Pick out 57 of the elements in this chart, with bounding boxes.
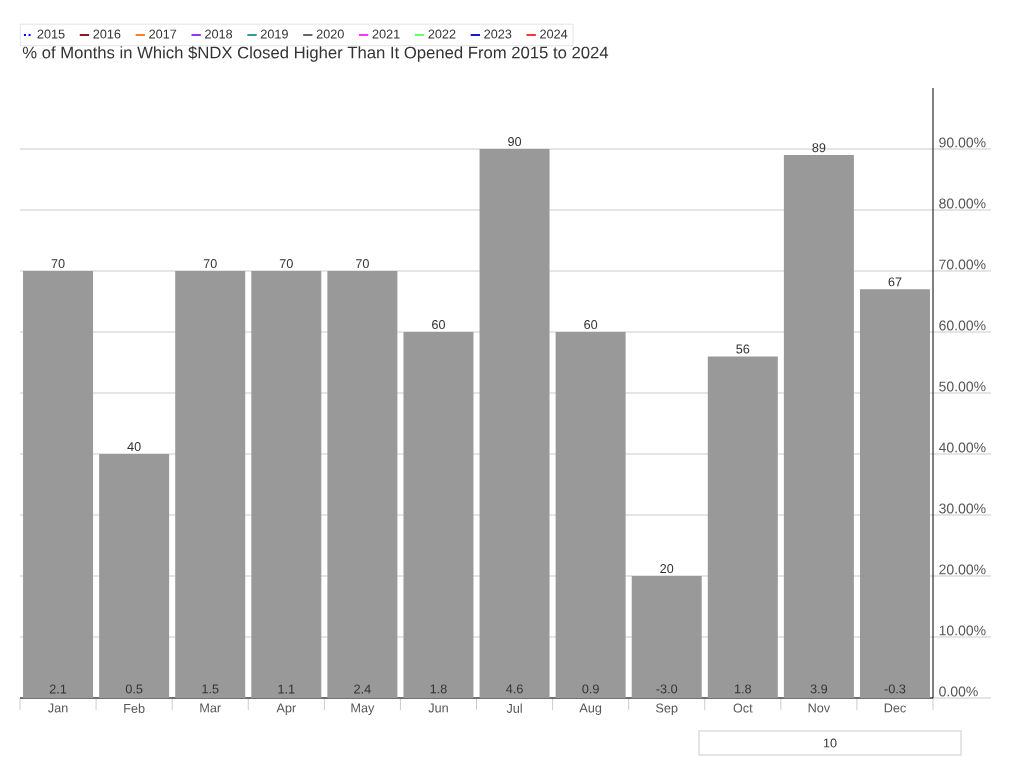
y-tick-label: 80.00% [939,198,986,209]
chart-title: % of Months in Which $NDX Closed Higher Than It Opened From 2015 to 2024 [22,45,609,62]
annotation: 4.6 [506,684,523,694]
data-label: 90 [508,137,522,147]
y-tick-label: 50.00% [939,381,986,392]
y-tick-label: 90.00% [939,137,986,148]
x-tick-label: Aug [579,703,602,715]
x-tick-label: Jan [48,703,68,713]
data-label: 60 [584,320,598,330]
legend-label: 2024 [540,29,568,39]
y-tick-label: 70.00% [939,259,986,270]
x-tick-label: May [351,703,375,715]
x-tick-label: Dec [884,703,906,713]
x-tick-label: Jul [506,703,522,713]
x-tick-label: Oct [733,703,753,713]
x-tick-label: Apr [276,703,296,715]
data-label: 60 [432,320,446,330]
data-label: 20 [660,564,674,574]
x-tick-label: Jun [428,703,448,713]
legend-label: 2019 [260,29,288,39]
legend-label: 2022 [428,29,456,39]
legend-label: 2020 [316,29,344,39]
data-label: 70 [355,259,369,269]
data-label: 67 [888,277,902,287]
legend-label: 2023 [484,29,512,39]
annotation: 1.1 [278,684,295,694]
x-tick-label: Sep [656,703,678,716]
legend-label: 2021 [372,29,400,39]
y-tick-label: 30.00% [939,503,986,514]
legend-label: 2016 [93,29,121,39]
annotation: 1.5 [202,684,219,694]
annotation: -3.0 [656,684,678,694]
data-label: 89 [812,143,826,153]
x-tick-label: Feb [124,703,145,713]
data-label: 56 [736,344,750,354]
annotation: 0.9 [582,684,599,694]
data-label: 70 [279,259,293,269]
annotation: 2.4 [354,684,371,694]
y-tick-label: 40.00% [938,442,986,453]
x-tick-label: Mar [200,703,221,713]
annotation: 0.5 [125,684,143,694]
legend-label: 2017 [149,29,177,39]
annotation: -0.3 [884,684,906,694]
y-tick-label: 20.00% [939,564,986,575]
y-tick-label: 10.00% [939,625,986,636]
y-tick-label: 0.00% [939,686,978,697]
data-label: 70 [203,259,217,269]
data-label: 40 [127,442,141,452]
y-tick-label: 60.00% [939,320,986,331]
legend-label: 2015 [37,29,65,39]
legend-label: 2018 [205,29,233,39]
data-label: 70 [51,259,65,269]
annotation: 1.8 [734,684,752,694]
annotation: 3.9 [810,684,828,694]
text: 10 [823,738,837,748]
x-tick-label: Nov [808,703,831,713]
annotation: 1.8 [430,684,447,694]
